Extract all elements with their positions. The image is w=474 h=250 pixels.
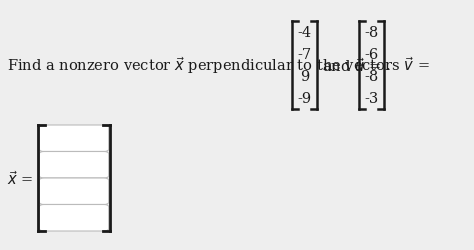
Text: 9: 9 bbox=[300, 70, 309, 84]
Text: -9: -9 bbox=[298, 92, 311, 106]
FancyBboxPatch shape bbox=[39, 178, 109, 205]
Text: .: . bbox=[386, 59, 391, 73]
Text: -8: -8 bbox=[365, 26, 379, 40]
Text: -6: -6 bbox=[365, 48, 379, 62]
Text: -3: -3 bbox=[365, 92, 379, 106]
Text: and $\vec{u}$ =: and $\vec{u}$ = bbox=[322, 57, 381, 75]
Text: -7: -7 bbox=[298, 48, 311, 62]
Text: Find a nonzero vector $\vec{x}$ perpendicular to the vectors $\vec{v}$ =: Find a nonzero vector $\vec{x}$ perpendi… bbox=[7, 55, 430, 76]
Text: -4: -4 bbox=[298, 26, 311, 40]
Text: $\vec{x}$ =: $\vec{x}$ = bbox=[7, 170, 33, 187]
FancyBboxPatch shape bbox=[39, 126, 109, 152]
FancyBboxPatch shape bbox=[39, 152, 109, 178]
Text: -8: -8 bbox=[365, 70, 379, 84]
FancyBboxPatch shape bbox=[39, 205, 109, 231]
